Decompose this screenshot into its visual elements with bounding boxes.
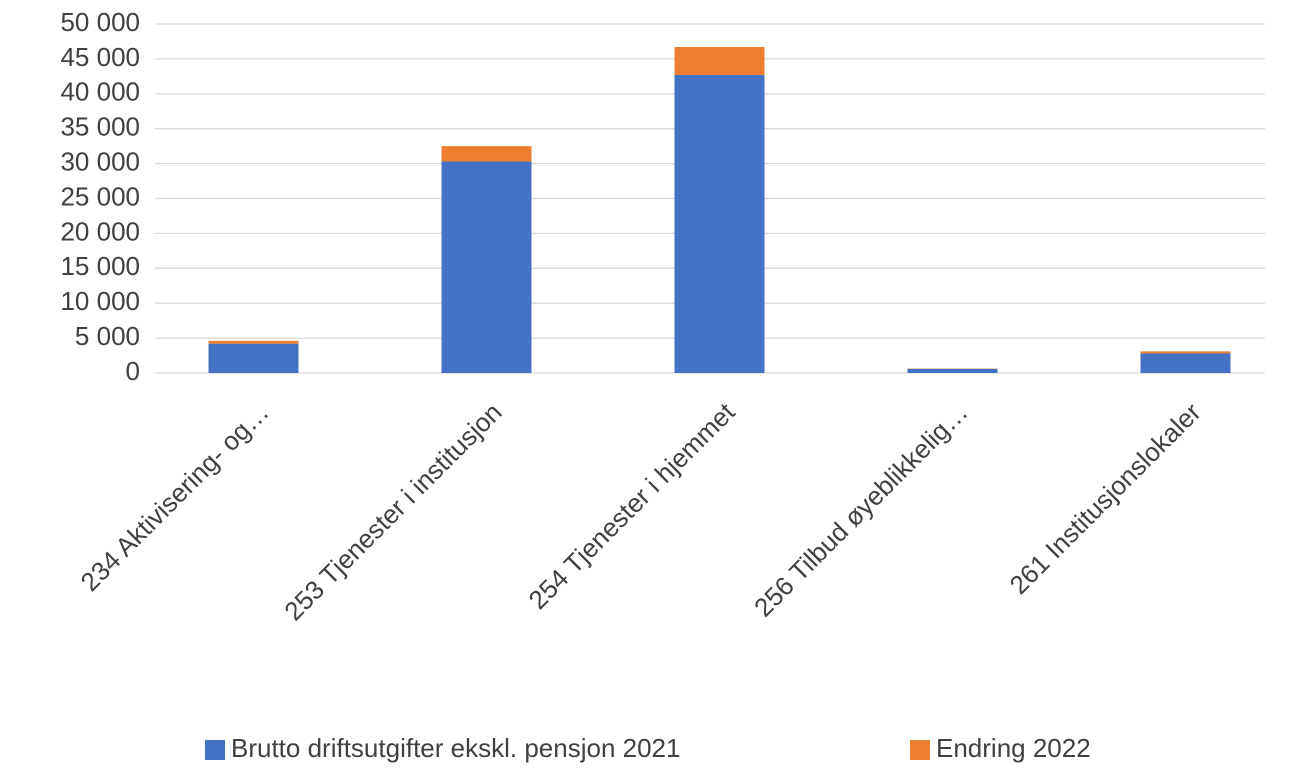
y-tick-label: 45 000: [60, 42, 140, 72]
bar-segment: [1140, 353, 1231, 373]
legend-label: Brutto driftsutgifter ekskl. pensjon 202…: [231, 733, 680, 763]
y-tick-label: 50 000: [60, 7, 140, 37]
x-tick-label: 234 Aktivisering- og…: [75, 397, 275, 597]
y-tick-label: 25 000: [60, 181, 140, 211]
x-tick-label: 253 Tjenester i institusjon: [278, 397, 507, 626]
x-tick-label: 261 Institusjonslokaler: [1003, 397, 1206, 600]
x-tick-label: 254 Tjenester i hjemmet: [523, 396, 742, 615]
y-tick-label: 20 000: [60, 216, 140, 246]
x-tick-label: 256 Tilbud øyeblikkelig…: [748, 397, 974, 623]
y-tick-label: 35 000: [60, 112, 140, 142]
bar-segment: [441, 161, 532, 373]
y-tick-label: 5 000: [75, 321, 140, 351]
y-tick-label: 10 000: [60, 286, 140, 316]
bar-segment: [674, 74, 765, 373]
bar-segment: [208, 343, 299, 373]
bar-segment: [1140, 351, 1231, 354]
bar-segment: [674, 47, 765, 75]
legend-swatch: [910, 740, 930, 760]
y-tick-label: 30 000: [60, 146, 140, 176]
bar-segment: [441, 146, 532, 162]
legend-label: Endring 2022: [936, 733, 1091, 763]
legend-swatch: [205, 740, 225, 760]
bar-segment: [208, 340, 299, 344]
y-tick-label: 40 000: [60, 77, 140, 107]
y-tick-label: 15 000: [60, 251, 140, 281]
bar-segment: [907, 368, 998, 373]
y-tick-label: 0: [126, 356, 140, 386]
